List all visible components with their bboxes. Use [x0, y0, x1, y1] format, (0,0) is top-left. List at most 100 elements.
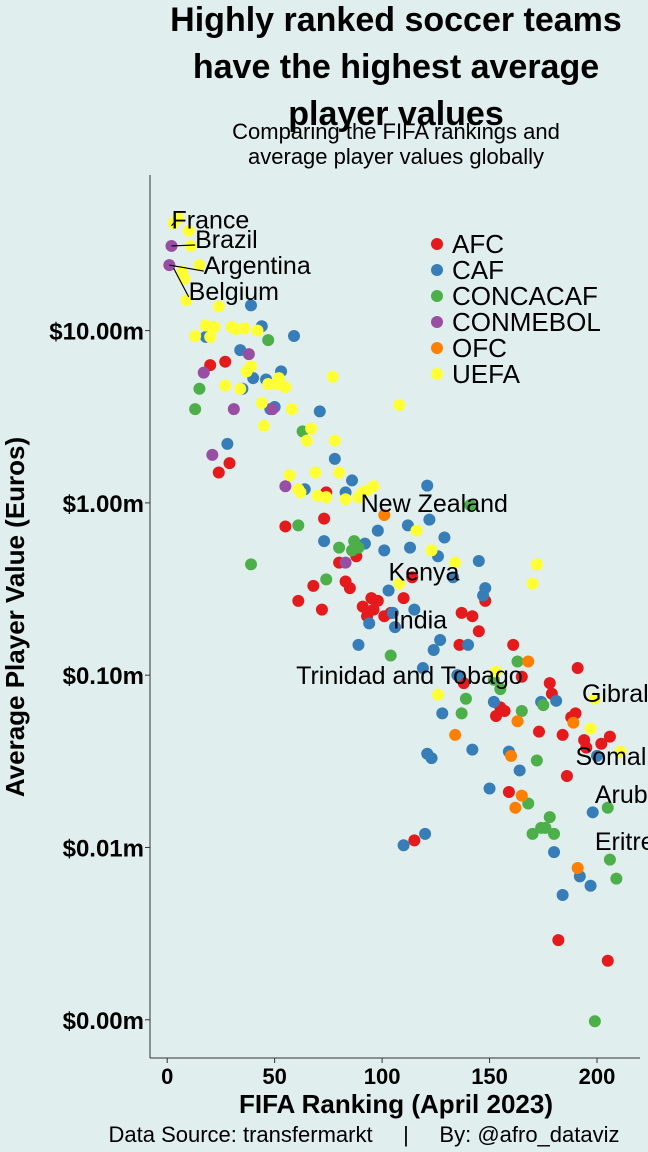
data-point-caf: [548, 846, 561, 859]
data-point-uefa: [588, 692, 601, 705]
annotation-label: New Zealand: [361, 490, 508, 518]
data-point-caf: [404, 541, 417, 554]
data-point-afc: [343, 582, 356, 595]
y-tick-label: $0.10m: [63, 663, 144, 690]
legend-key-caf: [431, 264, 443, 276]
data-point-uefa: [490, 665, 503, 678]
annotation-label: Aruba: [595, 781, 648, 809]
data-point-caf: [352, 638, 365, 651]
data-point-conmebol: [266, 403, 279, 416]
annotation-leader-line: [171, 244, 196, 247]
data-point-uefa: [171, 212, 184, 225]
data-point-caf: [416, 662, 429, 675]
data-point-caf: [378, 544, 391, 557]
legend-label: UEFA: [452, 359, 521, 389]
data-point-caf: [318, 535, 331, 548]
data-point-ofc: [505, 749, 518, 762]
data-point-afc: [318, 512, 331, 525]
data-point-uefa: [204, 330, 217, 343]
legend-label: CONCACAF: [452, 281, 598, 311]
data-point-caf: [421, 479, 434, 492]
data-point-uefa: [614, 745, 627, 758]
data-point-caf: [513, 764, 526, 777]
data-point-afc: [515, 670, 528, 683]
data-source-caption: Data Source: transfermarkt | By: @afro_d…: [108, 1122, 619, 1147]
data-point-uefa: [285, 403, 298, 416]
data-point-afc: [212, 466, 225, 479]
data-point-afc: [397, 592, 410, 605]
data-point-caf: [423, 513, 436, 526]
data-point-caf: [550, 694, 563, 707]
data-point-afc: [453, 638, 466, 651]
data-point-concacaf: [537, 699, 550, 712]
data-point-caf: [287, 330, 300, 343]
x-tick-label: 150: [471, 1064, 508, 1089]
legend-key-concacaf: [431, 290, 443, 302]
x-tick-label: 50: [262, 1064, 286, 1089]
x-tick-label: 200: [579, 1064, 616, 1089]
annotation-label: India: [393, 607, 447, 635]
data-point-uefa: [300, 434, 313, 447]
annotation-label: Gibraltar: [582, 680, 648, 708]
data-point-concacaf: [333, 541, 346, 554]
data-point-ofc: [509, 801, 522, 814]
y-tick-label: $10.00m: [49, 319, 144, 346]
data-point-uefa: [180, 294, 193, 307]
data-point-uefa: [212, 300, 225, 313]
data-point-concacaf: [193, 382, 206, 395]
data-point-caf: [487, 695, 500, 708]
data-point-uefa: [410, 524, 423, 537]
annotation-label: Belgium: [189, 278, 279, 306]
data-point-concacaf: [601, 801, 614, 814]
y-axis-label: Average Player Value (Euros): [0, 437, 30, 797]
data-point-conmebol: [227, 403, 240, 416]
data-point-afc: [472, 625, 485, 638]
data-point-caf: [221, 437, 234, 450]
data-point-concacaf: [543, 811, 556, 824]
data-point-concacaf: [245, 558, 258, 571]
data-point-uefa: [305, 422, 318, 435]
data-point-afc: [356, 600, 369, 613]
legend-label: CONMEBOL: [452, 307, 601, 337]
data-point-afc: [601, 954, 614, 967]
data-point-concacaf: [455, 707, 468, 720]
annotation-label: France: [171, 207, 249, 235]
data-point-concacaf: [459, 692, 472, 705]
data-point-concacaf: [494, 683, 507, 696]
data-point-conmebol: [197, 366, 210, 379]
data-point-concacaf: [539, 821, 552, 834]
data-point-caf: [447, 571, 460, 584]
data-point-uefa: [584, 722, 597, 735]
data-point-caf: [472, 554, 485, 567]
legend-key-ofc: [431, 342, 443, 354]
data-point-afc: [603, 730, 616, 743]
data-point-concacaf: [262, 334, 275, 347]
data-point-caf: [245, 299, 258, 312]
data-point-concacaf: [464, 499, 477, 512]
data-point-caf: [419, 827, 432, 840]
legend-key-uefa: [431, 368, 443, 380]
data-point-afc: [371, 594, 384, 607]
data-point-uefa: [309, 466, 322, 479]
data-point-concacaf: [189, 403, 202, 416]
data-point-uefa: [189, 330, 202, 343]
data-point-uefa: [257, 419, 270, 432]
chart-title-line: Highly ranked soccer teams: [170, 1, 622, 39]
data-point-caf: [427, 644, 440, 657]
data-point-afc: [292, 594, 305, 607]
data-point-caf: [389, 621, 401, 634]
data-point-afc: [223, 457, 236, 470]
data-point-uefa: [530, 558, 543, 571]
annotation-label: Brazil: [195, 226, 258, 254]
data-point-caf: [382, 584, 395, 597]
data-point-caf: [408, 603, 421, 616]
data-point-uefa: [238, 322, 251, 335]
data-point-uefa: [182, 224, 195, 237]
data-point-ofc: [515, 789, 528, 802]
data-point-caf: [313, 405, 326, 418]
annotation-label: Argentina: [204, 252, 311, 280]
data-point-uefa: [219, 379, 232, 392]
data-point-uefa: [208, 320, 221, 333]
legend-key-conmebol: [431, 316, 443, 328]
